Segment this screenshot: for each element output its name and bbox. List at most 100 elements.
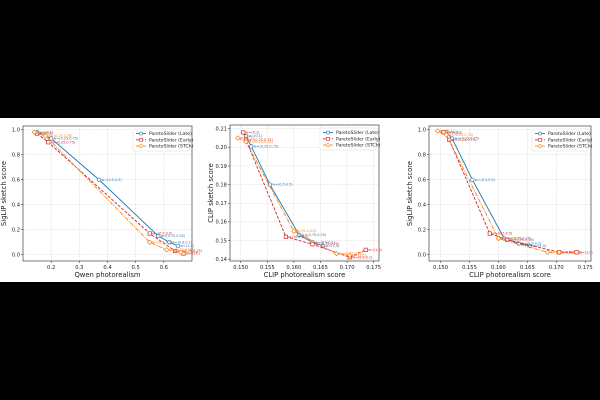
data-point: [49, 136, 54, 141]
chart-1: 0.2 0.3 0.4 0.5 0.6 0.0 0.2 0.4 0.6 0.8 1.0 Qwen ph…: [0, 125, 203, 279]
data-label: w=(1,0): [533, 244, 547, 248]
legend-box: [319, 127, 377, 151]
data-point: [249, 144, 254, 149]
data-label: w=(0.75,0.25): [178, 249, 203, 253]
charts-svg: 0.2 0.3 0.4 0.5 0.6 0.0 0.2 0.4 0.6 0.8 1.0 Qwen ph…: [0, 124, 593, 279]
x-tick-label: 0.175: [366, 265, 381, 271]
data-label: w=(0.75,0.25): [550, 250, 575, 254]
y-tick-label: 0.4: [12, 203, 21, 209]
data-label: w=(0.25,0.75): [54, 137, 79, 141]
data-label: w=(0.5,0.5): [152, 240, 173, 244]
data-label: w=(0.5,0.5): [102, 178, 123, 182]
y-axis-label: CLIP sketch score: [207, 163, 215, 222]
legend-marker: [138, 143, 144, 149]
data-point: [42, 133, 49, 139]
data-point: [333, 250, 340, 257]
data-point: [291, 228, 297, 234]
data-label: w=(0.5,0.5): [501, 237, 522, 241]
x-tick-label: 0.6: [160, 265, 168, 271]
legend-label: ParetoSlider (STCh): [548, 144, 593, 150]
legend-label: ParetoSlider (Late): [548, 131, 591, 137]
y-axis-label: SigLIP sketch score: [406, 161, 414, 226]
data-point: [441, 130, 446, 135]
plot-frame: [229, 124, 380, 262]
y-tick-label: 0.15: [215, 238, 227, 244]
data-point: [434, 128, 441, 134]
data-label: w=(0.9,0.1): [521, 242, 542, 246]
figure-panel: 0.2 0.3 0.4 0.5 0.6 0.0 0.2 0.4 0.6 0.8 1.0 Qwen ph…: [0, 118, 600, 282]
data-label: w=(0.75,0.25): [315, 242, 340, 246]
data-point: [147, 239, 153, 245]
data-point: [235, 135, 241, 141]
data-point: [46, 140, 51, 145]
data-label: w=(1,0): [352, 253, 366, 257]
y-tick-label: 0.20: [215, 145, 227, 151]
data-label: w=(0.75,0.25): [161, 234, 186, 238]
x-tick-label: 0.170: [549, 265, 564, 271]
data-label: w=(0.75,0.25): [302, 233, 327, 237]
data-label: w=(0,1): [37, 130, 51, 134]
series-line-early: [443, 131, 577, 253]
data-label: w=(0.25,0.75): [48, 134, 73, 138]
data-point: [470, 177, 475, 182]
data-label: w=(0.25,0.75): [248, 140, 273, 144]
data-point: [363, 247, 368, 252]
data-label: w=(0,1): [449, 130, 463, 134]
data-label: w=(0.5,0.5): [475, 178, 496, 182]
legend-label: ParetoSlider (Early): [149, 137, 194, 143]
data-point: [163, 247, 170, 253]
data-label: w=(0.75,0.25): [510, 238, 535, 242]
y-tick-label: 0.4: [418, 203, 427, 209]
legend-label: ParetoSlider (Early): [548, 137, 593, 143]
chart-2: 0.150 0.155 0.160 0.165 0.170 0.175 0.14 0.15 0.…: [207, 124, 383, 279]
x-axis-label: Qwen photorealism: [74, 271, 140, 279]
y-tick-label: 0.8: [418, 153, 426, 159]
data-label: w=(0.25,0.75): [254, 144, 279, 148]
x-tick-label: 0.165: [520, 265, 535, 271]
data-label: w=(0,1): [440, 129, 454, 133]
data-label: w=(0,1): [246, 130, 260, 134]
data-point: [556, 249, 562, 255]
data-label: w=(0,1): [446, 130, 460, 134]
data-label: w=(0.75,0.25): [339, 252, 364, 256]
data-point: [443, 132, 450, 138]
data-point: [147, 231, 152, 236]
y-tick-label: 0.17: [215, 201, 227, 207]
x-tick-label: 0.155: [260, 265, 275, 271]
data-label: w=(0.75,0.25): [507, 237, 532, 241]
y-tick-label: 1.0: [12, 128, 20, 134]
y-tick-label: 0.14: [215, 257, 227, 263]
data-label: w=(0.25,0.75): [452, 138, 477, 142]
data-point: [283, 234, 288, 239]
data-label: w=(0.5,0.5): [152, 232, 173, 236]
data-label: w=(0.9,0.1): [562, 250, 583, 254]
data-point: [167, 240, 172, 245]
data-point: [175, 243, 181, 249]
data-label: w=(1,0): [368, 248, 382, 252]
chart-3: 0.150 0.155 0.160 0.165 0.170 0.175 0.0 0.2 0.4 0…: [406, 125, 593, 279]
y-tick-label: 0.6: [418, 178, 426, 184]
data-label: w=(1,0): [180, 244, 194, 248]
data-label: w=(0.5,0.5): [288, 235, 309, 239]
data-point: [241, 130, 246, 135]
y-tick-label: 0.6: [12, 178, 20, 184]
data-point: [544, 249, 551, 255]
data-point: [574, 250, 579, 255]
legend-marker: [326, 136, 330, 141]
y-tick-label: 0.2: [12, 228, 20, 234]
y-tick-label: 0.21: [215, 127, 227, 133]
legend-label: ParetoSlider (Early): [336, 136, 381, 142]
x-tick-label: 0.4: [103, 265, 112, 271]
x-axis-label: CLIP photorealism score: [469, 271, 551, 279]
legend-marker: [537, 143, 543, 149]
y-tick-label: 0.19: [215, 164, 227, 170]
data-label: w=(0.9,0.1): [352, 255, 373, 259]
series-line-stch: [437, 130, 560, 253]
series-line-stch: [237, 137, 350, 256]
y-tick-label: 1.0: [418, 128, 426, 134]
data-point: [31, 129, 37, 135]
x-tick-label: 0.150: [433, 265, 448, 271]
data-label: w=(0.9,0.1): [172, 240, 193, 244]
plot-frame: [428, 125, 592, 262]
x-tick-label: 0.3: [75, 265, 83, 271]
